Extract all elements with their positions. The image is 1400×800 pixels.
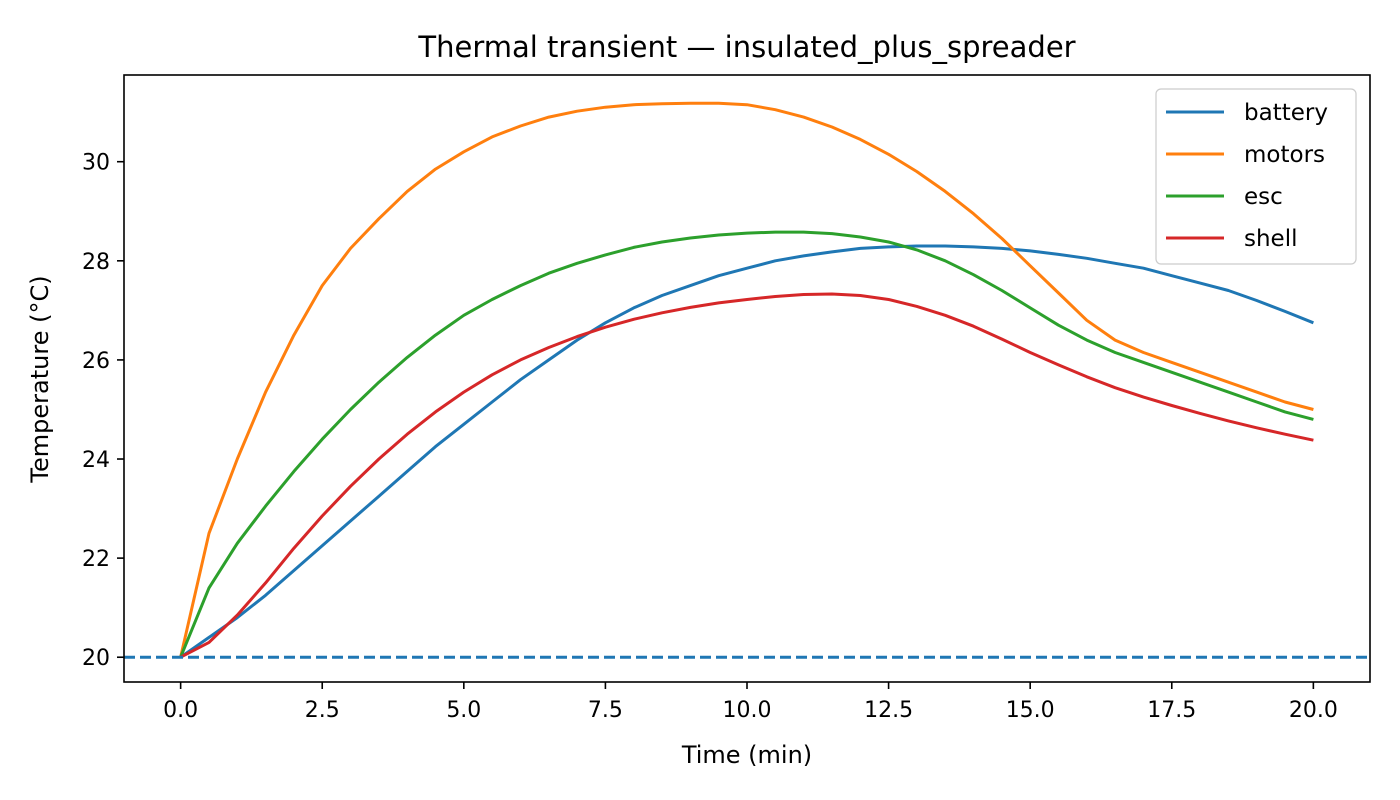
y-axis-ticks: 20 22 24 26 28 30 [82, 151, 124, 671]
x-tick-label: 20.0 [1289, 698, 1338, 723]
chart-title: Thermal transient — insulated_plus_sprea… [417, 30, 1075, 64]
x-axis-ticks: 0.0 2.5 5.0 7.5 10.0 12.5 15.0 17.5 20.0 [163, 682, 1338, 723]
series-line-esc [179, 230, 1314, 658]
x-tick-label: 12.5 [864, 698, 913, 723]
x-tick-label: 0.0 [163, 698, 198, 723]
series-layer [179, 101, 1314, 659]
x-axis-label: Time (min) [681, 741, 812, 769]
legend-label-esc: esc [1244, 184, 1283, 210]
y-tick-label: 22 [82, 547, 110, 572]
y-tick-label: 20 [82, 646, 110, 671]
x-tick-label: 2.5 [305, 698, 340, 723]
legend-label-shell: shell [1244, 226, 1298, 252]
legend: battery motors esc shell [1155, 88, 1357, 265]
x-tick-label: 17.5 [1147, 698, 1196, 723]
y-tick-label: 26 [82, 349, 110, 374]
x-tick-label: 7.5 [588, 698, 623, 723]
legend-label-motors: motors [1244, 142, 1325, 168]
y-tick-label: 24 [82, 448, 110, 473]
x-tick-label: 5.0 [446, 698, 481, 723]
legend-label-battery: battery [1244, 100, 1328, 126]
series-line-battery [179, 244, 1314, 659]
y-axis-label: Temperature (°C) [26, 275, 54, 483]
series-line-motors [179, 101, 1314, 658]
series-line-shell [179, 292, 1314, 659]
legend-box [1155, 88, 1357, 265]
y-tick-label: 28 [82, 250, 110, 275]
y-tick-label: 30 [82, 151, 110, 176]
x-tick-label: 15.0 [1006, 698, 1055, 723]
x-tick-label: 10.0 [723, 698, 772, 723]
